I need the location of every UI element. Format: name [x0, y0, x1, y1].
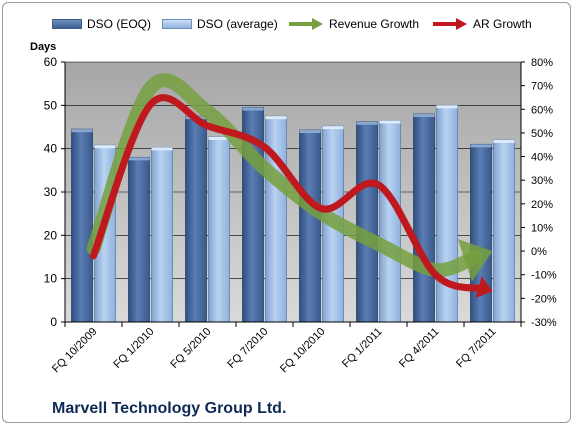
legend-swatch-ar-growth-arrow-icon	[433, 18, 467, 30]
legend-item-dso-eoq: DSO (EOQ)	[52, 17, 151, 31]
revenue-growth-arrowhead	[457, 238, 493, 282]
bar-dso-average	[436, 104, 458, 323]
bar-top-dso-average	[151, 147, 173, 151]
bar-top-dso-average	[322, 126, 344, 130]
bar-dso-eoq	[413, 113, 435, 323]
bar-dso-average	[151, 146, 173, 323]
legend-label-dso-average: DSO (average)	[197, 17, 278, 31]
legend-label-ar-growth: AR Growth	[473, 17, 532, 31]
bar-top-dso-eoq	[413, 114, 435, 117]
legend-item-dso-average: DSO (average)	[162, 17, 278, 31]
y-left-tick-label: 20	[44, 228, 58, 242]
bar-top-dso-average	[208, 136, 230, 140]
x-tick-label: FQ 10/2010	[278, 326, 328, 376]
ar-growth-arrowhead	[475, 276, 493, 298]
bar-dso-eoq	[299, 129, 321, 323]
y-right-tick-label: 80%	[531, 57, 553, 69]
y-right-tick-label: 70%	[531, 81, 553, 93]
y-right-tick-label: 50%	[531, 128, 553, 140]
x-tick-label: FQ 7/2011	[454, 326, 499, 371]
x-tick-label: FQ 5/2010	[168, 326, 213, 371]
bar-dso-average	[379, 120, 401, 323]
company-name: Marvell Technology Group Ltd.	[52, 400, 287, 417]
y-right-tick-label: 0%	[531, 246, 547, 258]
bar-dso-average	[493, 139, 515, 323]
bar-top-dso-eoq	[299, 130, 321, 134]
legend-label-revenue-growth: Revenue Growth	[329, 17, 420, 31]
y-left-tick-label: 60	[44, 55, 58, 69]
x-tick-label: FQ 1/2010	[111, 326, 156, 371]
legend-swatch-dso-eoq	[52, 19, 82, 29]
legend-item-revenue-growth: Revenue Growth	[288, 17, 419, 31]
y-right-tick-label: 30%	[531, 175, 553, 187]
x-tick-label: FQ 4/2011	[397, 326, 442, 371]
y-right-tick-label: -20%	[531, 293, 557, 305]
bar-top-dso-eoq	[242, 107, 264, 111]
x-tick-label: FQ 7/2010	[225, 326, 270, 371]
x-tick-label: FQ 10/2009	[50, 326, 100, 376]
bar-dso-eoq	[356, 121, 378, 323]
legend-swatch-dso-average	[162, 19, 192, 29]
y-right-tick-label: 20%	[531, 199, 553, 211]
bar-top-dso-average	[436, 105, 458, 109]
y-left-tick-label: 40	[44, 142, 58, 156]
bar-dso-average	[208, 136, 230, 323]
bar-top-dso-average	[379, 120, 401, 124]
y-right-tick-label: 60%	[531, 104, 553, 116]
bar-top-dso-average	[265, 116, 287, 120]
legend-item-ar-growth: AR Growth	[432, 17, 532, 31]
bar-top-dso-eoq	[470, 144, 492, 148]
bar-top-dso-eoq	[128, 157, 150, 161]
y-axis-title: Days	[30, 41, 57, 53]
y-right-tick-label: -10%	[531, 270, 557, 282]
bar-dso-eoq	[128, 156, 150, 323]
bar-dso-eoq	[71, 128, 93, 323]
y-right-tick-label: 40%	[531, 152, 553, 164]
ar-growth-line	[90, 94, 488, 293]
bar-dso-eoq	[185, 115, 207, 323]
bar-top-dso-eoq	[71, 129, 93, 133]
y-left-tick-label: 50	[44, 98, 58, 112]
bar-top-dso-average	[493, 140, 515, 143]
revenue-growth-line	[86, 73, 483, 278]
legend-label-dso-eoq: DSO (EOQ)	[87, 17, 152, 31]
y-left-tick-label: 0	[50, 315, 57, 329]
y-left-tick-label: 10	[44, 272, 58, 286]
y-right-tick-label: -30%	[531, 317, 557, 329]
bar-top-dso-average	[94, 145, 116, 149]
x-tick-label: FQ 1/2011	[340, 326, 385, 371]
y-left-tick-label: 30	[44, 185, 58, 199]
bar-top-dso-eoq	[356, 121, 378, 125]
y-right-tick-label: 10%	[531, 222, 553, 234]
legend-swatch-revenue-growth-arrow-icon	[289, 18, 323, 30]
